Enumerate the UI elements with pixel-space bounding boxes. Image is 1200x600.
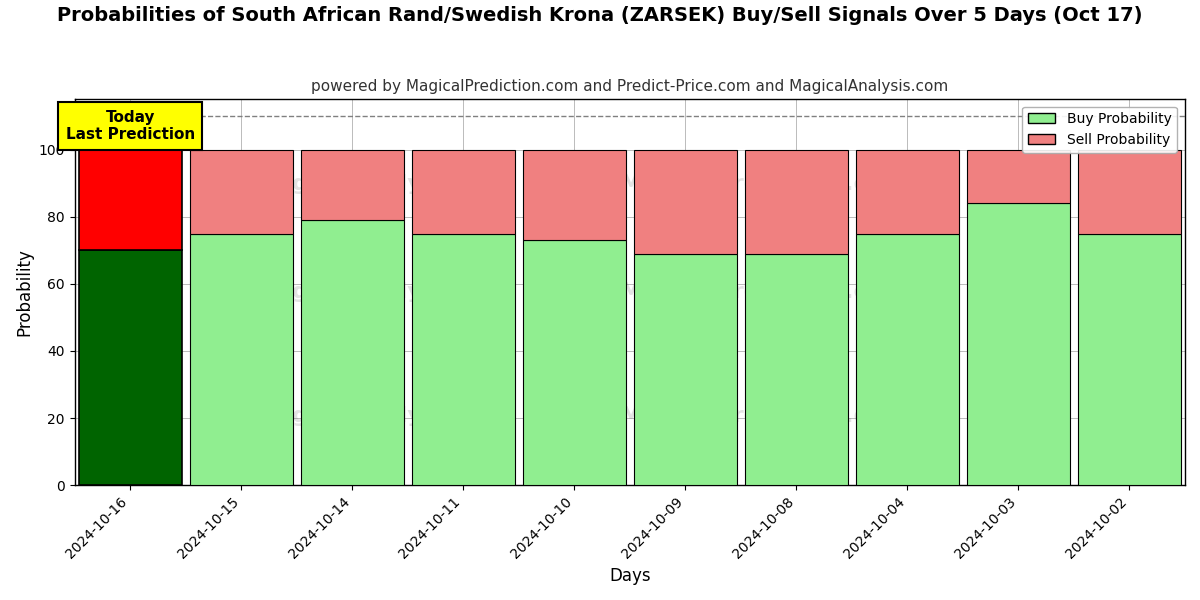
Text: Today
Last Prediction: Today Last Prediction: [66, 110, 194, 142]
Bar: [967, 149, 1070, 203]
Text: Probabilities of South African Rand/Swedish Krona (ZARSEK) Buy/Sell Signals Over: Probabilities of South African Rand/Swed…: [58, 6, 1142, 25]
Bar: [412, 233, 515, 485]
Bar: [78, 149, 182, 250]
Bar: [190, 149, 293, 233]
Text: MagicalAnalysis.com: MagicalAnalysis.com: [254, 282, 516, 302]
Bar: [1078, 149, 1181, 233]
Bar: [523, 149, 626, 240]
Bar: [856, 149, 959, 233]
Bar: [634, 254, 737, 485]
Text: MagicalPrediction.com: MagicalPrediction.com: [620, 282, 906, 302]
Bar: [190, 233, 293, 485]
Text: MagicalAnalysis.com: MagicalAnalysis.com: [254, 406, 516, 426]
Bar: [78, 250, 182, 485]
Bar: [967, 203, 1070, 485]
Title: powered by MagicalPrediction.com and Predict-Price.com and MagicalAnalysis.com: powered by MagicalPrediction.com and Pre…: [311, 79, 948, 94]
Text: MagicalAnalysis.com: MagicalAnalysis.com: [254, 174, 516, 194]
Bar: [634, 149, 737, 254]
Bar: [301, 149, 404, 220]
X-axis label: Days: Days: [610, 567, 650, 585]
Y-axis label: Probability: Probability: [16, 248, 34, 336]
Text: MagicalPrediction.com: MagicalPrediction.com: [620, 174, 906, 194]
Text: MagicalPrediction.com: MagicalPrediction.com: [620, 406, 906, 426]
Bar: [745, 254, 848, 485]
Bar: [301, 220, 404, 485]
Bar: [856, 233, 959, 485]
Bar: [745, 149, 848, 254]
Bar: [412, 149, 515, 233]
Bar: [523, 240, 626, 485]
Legend: Buy Probability, Sell Probability: Buy Probability, Sell Probability: [1022, 107, 1177, 153]
Bar: [1078, 233, 1181, 485]
